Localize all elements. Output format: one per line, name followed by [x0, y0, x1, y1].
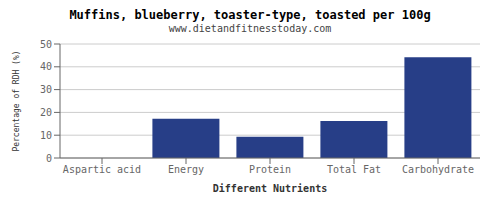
- svg-text:30: 30: [40, 84, 52, 95]
- svg-text:0: 0: [46, 153, 52, 164]
- svg-text:40: 40: [40, 61, 52, 72]
- svg-text:10: 10: [40, 130, 52, 141]
- svg-text:Total Fat: Total Fat: [327, 164, 381, 175]
- svg-text:20: 20: [40, 107, 52, 118]
- svg-text:Different Nutrients: Different Nutrients: [213, 183, 327, 192]
- svg-text:50: 50: [40, 39, 52, 50]
- svg-text:Percentage of RDH (%): Percentage of RDH (%): [12, 50, 21, 151]
- html-text:Muffins, blueberry, toaster-ty: Muffins, blueberry, toaster-type, toaste…: [69, 8, 431, 22]
- html-text:www.dietandfitnesstoday.com: www.dietandfitnesstoday.com: [168, 23, 332, 34]
- svg-text:Aspartic acid: Aspartic acid: [63, 164, 141, 175]
- svg-text:Energy: Energy: [168, 164, 204, 175]
- svg-text:Carbohydrate: Carbohydrate: [402, 164, 474, 175]
- svg-text:Protein: Protein: [249, 164, 291, 175]
